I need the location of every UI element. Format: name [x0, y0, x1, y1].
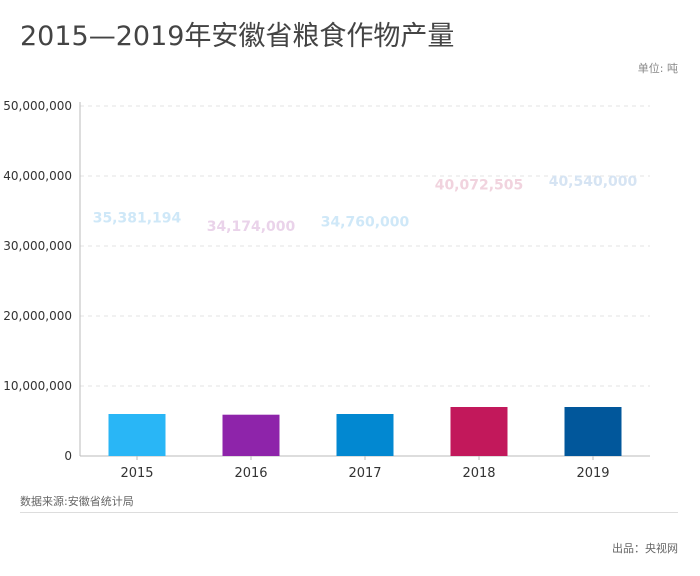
- y-tick-label: 0: [64, 449, 72, 463]
- chart-title: 2015—2019年安徽省粮食作物产量: [20, 21, 455, 52]
- data-source: 数据来源:安徽省统计局: [20, 495, 134, 508]
- x-tick-label: 2019: [576, 466, 609, 481]
- data-label: 35,381,194: [93, 210, 182, 226]
- footer-divider: [20, 512, 678, 513]
- x-tick-label: 2015: [120, 466, 153, 481]
- bar-2016: [222, 414, 280, 456]
- unit-label: 单位: 吨: [637, 62, 678, 75]
- bar-2015: [108, 414, 166, 456]
- data-label: 34,760,000: [321, 215, 410, 231]
- data-label: 40,540,000: [549, 174, 638, 190]
- y-tick-label: 50,000,000: [3, 99, 72, 113]
- bar-2018: [450, 407, 508, 456]
- bar-chart: 0 10,000,000 20,000,000 30,000,000 40,000,00…: [3, 99, 650, 481]
- y-tick-label: 10,000,000: [3, 379, 72, 393]
- y-tick-label: 30,000,000: [3, 239, 72, 253]
- bar-2019: [564, 407, 622, 456]
- x-tick-label: 2017: [348, 466, 381, 481]
- data-label: 40,072,505: [435, 177, 524, 193]
- bar-2017: [336, 414, 394, 456]
- x-tick-label: 2018: [462, 466, 495, 481]
- y-tick-label: 20,000,000: [3, 309, 72, 323]
- x-tick-label: 2016: [234, 466, 267, 481]
- data-label: 34,174,000: [207, 219, 296, 235]
- publisher-credit: 出品：央视网: [612, 542, 678, 555]
- y-tick-label: 40,000,000: [3, 169, 72, 183]
